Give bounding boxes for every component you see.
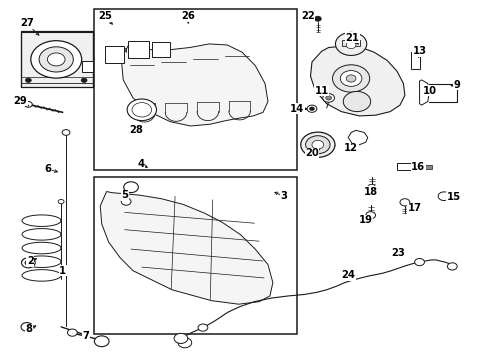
Circle shape: [335, 32, 366, 55]
Circle shape: [346, 75, 355, 82]
Polygon shape: [121, 43, 267, 126]
Text: 25: 25: [98, 11, 112, 21]
Text: 20: 20: [305, 148, 318, 158]
Polygon shape: [347, 130, 367, 145]
Circle shape: [343, 91, 370, 112]
Bar: [94, 177, 296, 334]
Circle shape: [414, 258, 424, 266]
Text: 9: 9: [453, 80, 460, 90]
Text: 15: 15: [446, 192, 460, 202]
Circle shape: [94, 336, 109, 347]
Bar: [20, 31, 93, 87]
Text: 3: 3: [280, 191, 286, 201]
Bar: [411, 162, 423, 171]
Circle shape: [67, 329, 77, 336]
Circle shape: [447, 263, 456, 270]
Text: 1: 1: [59, 266, 66, 276]
Circle shape: [39, 47, 73, 72]
Text: 14: 14: [289, 104, 304, 114]
Circle shape: [21, 323, 33, 331]
Circle shape: [21, 258, 35, 268]
Text: 5: 5: [121, 190, 128, 200]
Bar: [128, 41, 148, 58]
Text: 22: 22: [301, 11, 314, 21]
Text: 11: 11: [314, 86, 328, 96]
Bar: [424, 165, 431, 169]
Circle shape: [127, 99, 156, 121]
Circle shape: [81, 78, 87, 82]
Circle shape: [399, 199, 409, 206]
Circle shape: [340, 71, 361, 86]
Circle shape: [58, 199, 64, 204]
Circle shape: [322, 94, 334, 102]
Text: 17: 17: [407, 203, 421, 213]
Circle shape: [31, 41, 81, 78]
Bar: [105, 46, 123, 63]
Text: 6: 6: [44, 164, 51, 174]
Text: 26: 26: [181, 11, 195, 21]
Circle shape: [121, 198, 131, 205]
Text: 13: 13: [412, 46, 426, 56]
Polygon shape: [310, 46, 404, 116]
Text: 19: 19: [358, 215, 372, 225]
Circle shape: [367, 184, 375, 190]
Text: 10: 10: [422, 86, 435, 96]
Text: 7: 7: [82, 330, 89, 341]
Circle shape: [47, 53, 65, 66]
Polygon shape: [419, 80, 428, 105]
Text: 16: 16: [410, 162, 424, 172]
Circle shape: [305, 136, 329, 154]
Circle shape: [306, 105, 316, 112]
Bar: [151, 42, 170, 57]
Circle shape: [311, 140, 323, 149]
Bar: [410, 52, 419, 69]
Circle shape: [314, 16, 321, 21]
Text: 21: 21: [345, 33, 358, 43]
Circle shape: [325, 96, 331, 100]
Text: 23: 23: [391, 248, 405, 258]
Text: 2: 2: [27, 256, 34, 266]
Text: 24: 24: [341, 270, 354, 280]
Circle shape: [123, 182, 138, 193]
Circle shape: [198, 324, 207, 331]
Text: 18: 18: [363, 186, 377, 197]
Bar: [342, 40, 359, 46]
Circle shape: [62, 130, 70, 135]
Circle shape: [365, 212, 375, 219]
Circle shape: [24, 102, 32, 107]
Circle shape: [332, 65, 369, 92]
Circle shape: [174, 333, 187, 343]
Circle shape: [300, 132, 334, 157]
Circle shape: [437, 192, 449, 201]
Polygon shape: [100, 192, 272, 304]
Text: 27: 27: [20, 18, 34, 28]
Text: 28: 28: [129, 125, 142, 135]
Bar: [94, 9, 296, 170]
Text: 12: 12: [344, 143, 357, 153]
Circle shape: [309, 107, 314, 111]
Circle shape: [346, 41, 355, 49]
Bar: [396, 163, 411, 170]
Bar: [82, 61, 93, 72]
Text: 8: 8: [26, 324, 33, 334]
Circle shape: [25, 260, 32, 265]
Text: 29: 29: [14, 96, 27, 106]
Circle shape: [25, 78, 31, 82]
Text: 4: 4: [137, 159, 144, 169]
